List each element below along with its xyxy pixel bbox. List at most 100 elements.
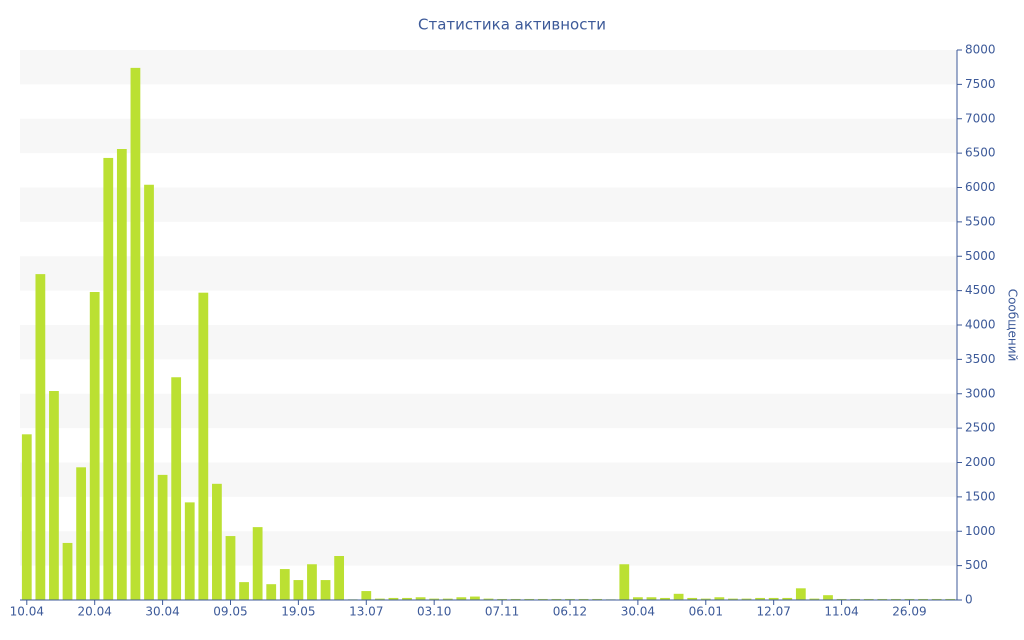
grid-band: [20, 187, 957, 222]
bar: [374, 598, 385, 600]
bar: [239, 582, 249, 600]
grid-band: [20, 325, 957, 360]
x-tick-label: 06.12: [553, 605, 587, 619]
grid-band: [20, 256, 957, 291]
y-axis-label: Сообщений: [1006, 289, 1020, 362]
bar: [470, 596, 480, 600]
x-tick-label: 10.04: [10, 605, 44, 619]
y-tick-label: 5500: [965, 214, 996, 228]
bar: [497, 598, 507, 600]
bar: [225, 536, 236, 600]
grid-band: [20, 118, 957, 154]
y-tick-label: 3500: [965, 352, 996, 366]
bar: [76, 467, 86, 600]
bar: [429, 598, 440, 600]
bar: [293, 580, 304, 600]
bar: [415, 597, 426, 600]
bar: [442, 598, 453, 600]
bar: [945, 598, 956, 600]
bar: [551, 598, 562, 600]
bar: [863, 598, 874, 600]
y-tick-label: 500: [965, 558, 988, 572]
bar: [524, 598, 535, 600]
bar: [49, 391, 59, 600]
bar: [510, 598, 521, 600]
bar: [334, 556, 345, 600]
bar: [157, 474, 168, 600]
bar: [891, 598, 901, 600]
bar: [823, 595, 833, 600]
y-tick-label: 2500: [965, 421, 996, 435]
bar: [918, 598, 928, 600]
y-tick-label: 7000: [965, 111, 996, 125]
bar: [632, 597, 643, 600]
bar: [714, 597, 725, 600]
bar: [361, 591, 372, 600]
y-tick-label: 1500: [965, 489, 996, 503]
bar: [660, 597, 670, 600]
x-tick-label: 06.01: [689, 605, 723, 619]
x-tick-label: 12.07: [756, 605, 790, 619]
bar: [619, 564, 630, 600]
y-tick-label: 2000: [965, 455, 996, 469]
bar: [212, 483, 222, 600]
y-tick-label: 0: [965, 593, 973, 607]
x-tick-label: 13.07: [349, 605, 383, 619]
bar: [184, 502, 195, 600]
bar: [755, 597, 765, 600]
bar: [850, 598, 861, 600]
grid-band: [20, 50, 957, 85]
bar: [171, 377, 182, 600]
bar: [252, 527, 263, 600]
bar: [646, 597, 657, 600]
bar: [931, 598, 942, 600]
bar: [700, 598, 711, 600]
bar: [904, 598, 915, 600]
chart-title: Статистика активности: [418, 16, 606, 34]
x-tick-label: 26.09: [892, 605, 926, 619]
y-tick-label: 4000: [965, 318, 996, 332]
y-tick-label: 7500: [965, 77, 996, 91]
bar: [402, 597, 412, 600]
bar: [809, 598, 820, 600]
bar: [198, 292, 209, 600]
y-tick-label: 6500: [965, 146, 996, 160]
bar: [673, 593, 684, 600]
bar: [565, 598, 575, 600]
bar: [35, 274, 46, 600]
bar: [89, 292, 100, 600]
bar: [103, 157, 114, 600]
y-tick-label: 5000: [965, 249, 996, 263]
bar: [279, 569, 290, 600]
bar: [728, 598, 738, 600]
bar: [307, 564, 317, 600]
bar: [537, 598, 548, 600]
x-tick-label: 20.04: [78, 605, 112, 619]
y-tick-label: 8000: [965, 43, 996, 57]
bar: [130, 67, 141, 600]
x-tick-label: 03.10: [417, 605, 451, 619]
y-tick-label: 4500: [965, 283, 996, 297]
bar: [836, 598, 847, 600]
bar: [877, 598, 888, 600]
bar: [21, 434, 32, 600]
bar: [578, 598, 589, 600]
bar: [782, 597, 793, 600]
bar: [116, 149, 127, 600]
bar: [320, 580, 331, 600]
bar: [795, 588, 806, 600]
grid-band: [20, 393, 957, 429]
bar: [266, 584, 277, 600]
bar: [741, 598, 752, 600]
bar: [768, 597, 779, 600]
x-tick-label: 19.05: [281, 605, 315, 619]
y-tick-label: 1000: [965, 524, 996, 538]
bar: [687, 597, 698, 600]
bar: [456, 597, 467, 600]
bar: [388, 597, 399, 600]
x-tick-label: 11.04: [824, 605, 858, 619]
bar: [144, 184, 154, 600]
bar: [62, 542, 73, 600]
x-tick-label: 07.11: [485, 605, 519, 619]
